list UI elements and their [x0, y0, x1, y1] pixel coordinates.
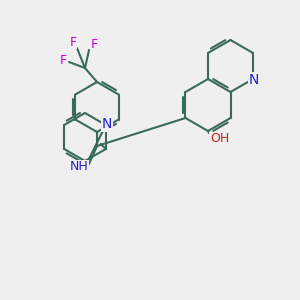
Text: F: F: [69, 35, 76, 49]
Text: N: N: [249, 73, 259, 87]
Text: OH: OH: [210, 133, 229, 146]
Text: NH: NH: [70, 160, 88, 173]
Text: F: F: [90, 38, 98, 52]
Text: N: N: [102, 117, 112, 131]
Text: F: F: [59, 55, 67, 68]
